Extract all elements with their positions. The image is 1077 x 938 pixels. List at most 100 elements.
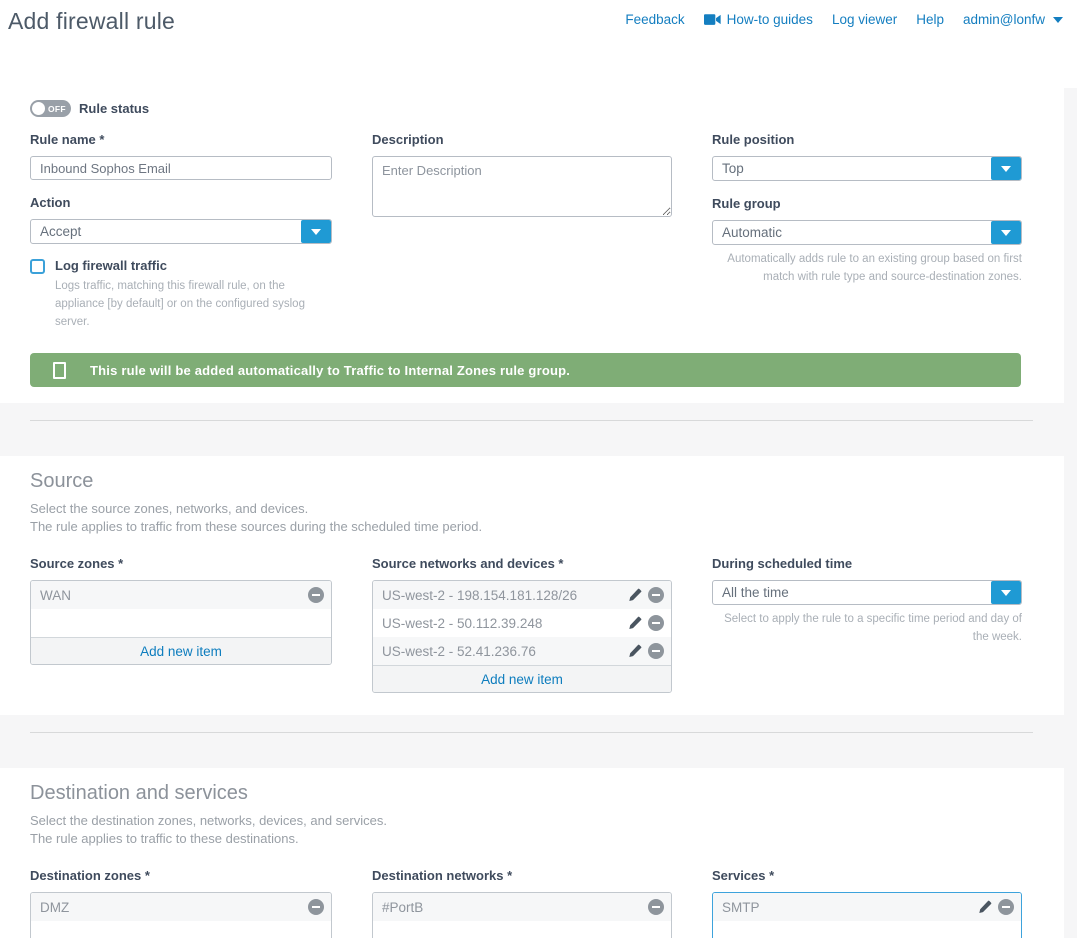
general-col-middle: Description [372,132,672,331]
scheduled-time-label: During scheduled time [712,556,853,572]
source-networks-label: Source networks and devices * [372,556,564,572]
destination-zones-column: Destination zones * DMZ Add new item [30,868,332,938]
source-zones-column: Source zones * WAN Add new item [30,556,332,693]
banner-text: This rule will be added automatically to… [90,362,571,378]
destination-networks-label: Destination networks * [372,868,513,884]
scheduled-time-select[interactable]: All the time [712,580,1022,606]
edit-pencil-icon[interactable] [628,644,643,659]
chevron-down-icon[interactable] [301,220,331,243]
remove-minus-icon[interactable] [648,899,664,916]
list-item: US-west-2 - 50.112.39.248 [373,609,671,637]
list-item-label: SMTP [722,899,760,915]
rule-position-select[interactable]: Top [712,156,1022,181]
list-item: US-west-2 - 52.41.236.76 [373,637,671,666]
list-item: SMTP [713,893,1021,922]
add-new-item-label: Add new item [481,671,563,687]
howto-guides-link[interactable]: How-to guides [703,12,813,27]
remove-minus-icon[interactable] [648,615,664,632]
list-item-label: WAN [40,587,71,603]
source-subtitle-1: Select the source zones, networks, and d… [30,501,309,517]
rule-group-label: Rule group [712,196,781,211]
toggle-state-label: OFF [48,104,66,114]
edit-pencil-icon[interactable] [978,900,993,915]
list-item-label: US-west-2 - 50.112.39.248 [382,615,543,631]
top-nav: Feedback How-to guides Log viewer Help a… [625,8,1063,27]
account-menu[interactable]: admin@lonfw [963,12,1063,27]
destination-subtitle-2: The rule applies to traffic to these des… [30,831,299,847]
source-zones-label: Source zones * [30,556,124,572]
rule-group-select[interactable]: Automatic [712,220,1022,245]
description-label: Description [372,132,444,147]
help-link[interactable]: Help [916,12,944,27]
services-column: Services * SMTP Add new item Services ar… [712,868,1022,938]
log-viewer-link[interactable]: Log viewer [832,12,897,27]
remove-minus-icon[interactable] [648,587,664,604]
scheduled-time-help: Select to apply the rule to a specific t… [724,613,1022,644]
source-networks-list: US-west-2 - 198.154.181.128/26 US-west-2 … [372,580,672,694]
source-networks-column: Source networks and devices * US-west-2 … [372,556,672,694]
log-firewall-traffic-help: Logs traffic, matching this firewall rul… [55,280,305,328]
action-select[interactable]: Accept [30,219,332,244]
services-label: Services * [712,868,775,884]
log-viewer-label: Log viewer [831,12,898,27]
chevron-down-icon[interactable] [991,157,1021,180]
list-item-label: US-west-2 - 52.41.236.76 [382,643,536,659]
rule-status-toggle[interactable]: OFF [30,100,71,117]
destination-networks-list: #PortB Add new item [372,892,672,938]
edit-pencil-icon[interactable] [628,588,643,603]
rule-position-select-value: Top [722,161,744,176]
destination-zones-label: Destination zones * [30,868,150,884]
feedback-label: Feedback [625,12,685,27]
rule-status-label: Rule status [79,101,150,116]
schedule-column: During scheduled time All the time Selec… [712,556,1022,693]
caret-down-icon [1053,16,1063,23]
remove-minus-icon[interactable] [998,899,1014,916]
action-select-value: Accept [40,224,82,239]
section-divider [0,420,1077,456]
log-firewall-traffic-checkbox[interactable] [30,259,45,274]
page-header: Add firewall rule Feedback How-to guides… [0,0,1077,88]
list-item-label: #PortB [382,899,424,915]
source-subtitle-2: The rule applies to traffic from these s… [30,519,483,535]
general-col-left: Rule name * Action Accept Log firewall t… [30,132,332,331]
toggle-knob [32,102,45,115]
section-divider [0,732,1077,768]
general-col-right: Rule position Top Rule group Automatic A… [712,132,1022,331]
destination-zones-list: DMZ Add new item [30,892,332,938]
feedback-link[interactable]: Feedback [625,12,684,27]
video-camera-icon [703,13,721,26]
add-new-item-label: Add new item [140,643,222,659]
destination-subtitle-1: Select the destination zones, networks, … [30,813,387,829]
info-square-icon [53,361,66,379]
destination-heading: Destination and services [30,782,248,805]
list-item: DMZ [31,893,331,922]
howto-guides-label: How-to guides [726,12,813,27]
description-textarea[interactable] [372,156,672,217]
edit-pencil-icon[interactable] [628,616,643,631]
chevron-down-icon[interactable] [991,221,1021,244]
help-label: Help [916,12,944,27]
list-item: #PortB [373,893,671,922]
list-item-label: US-west-2 - 198.154.181.128/26 [382,587,578,603]
source-panel: Source Select the source zones, networks… [0,456,1064,716]
rule-group-select-value: Automatic [722,225,783,240]
list-item-label: DMZ [40,899,70,915]
rule-position-label: Rule position [712,132,795,147]
rule-name-label: Rule name * [30,132,105,147]
source-zones-list: WAN Add new item [30,580,332,666]
rule-general-panel: OFF Rule status Rule name * Action Accep… [0,88,1064,404]
scheduled-time-select-value: All the time [722,585,789,601]
add-new-item-button[interactable]: Add new item [373,665,671,693]
rule-group-help: Automatically adds rule to an existing g… [727,253,1022,283]
list-item: US-west-2 - 198.154.181.128/26 [373,581,671,610]
action-label: Action [30,195,71,210]
add-new-item-button[interactable]: Add new item [31,637,331,665]
chevron-down-icon[interactable] [991,581,1021,605]
remove-minus-icon[interactable] [648,643,664,660]
remove-minus-icon[interactable] [308,899,324,916]
destination-networks-column: Destination networks * #PortB Add new it… [372,868,672,938]
rule-group-banner: This rule will be added automatically to… [30,353,1021,388]
list-item: WAN [31,581,331,610]
rule-name-input[interactable] [30,156,332,180]
remove-minus-icon[interactable] [308,587,324,604]
